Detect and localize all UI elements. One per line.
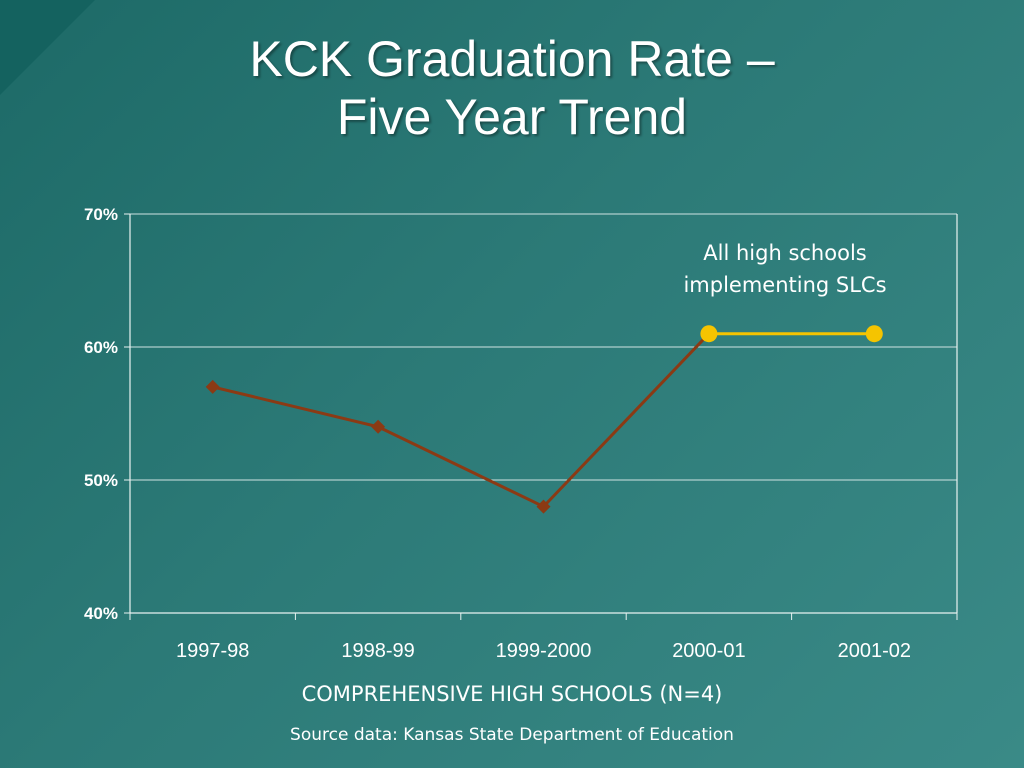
data-point-circle	[700, 325, 718, 343]
x-axis-title: COMPREHENSIVE HIGH SCHOOLS (N=4)	[301, 682, 723, 706]
data-point-diamond	[371, 419, 386, 434]
annotation-line-1: All high schools	[703, 241, 866, 265]
x-tick-label: 1999-2000	[496, 640, 592, 662]
y-tick-label: 70%	[84, 205, 118, 224]
y-tick-label: 50%	[84, 471, 118, 490]
annotation-line-2: implementing SLCs	[683, 273, 886, 297]
y-tick-label: 60%	[84, 338, 118, 357]
data-point-diamond	[205, 379, 220, 394]
x-tick-label: 1997-98	[176, 640, 249, 662]
series-line-1	[212, 332, 710, 509]
data-point-diamond	[536, 499, 551, 514]
x-tick-label: 1998-99	[341, 640, 414, 662]
data-point-circle	[865, 325, 883, 343]
slide-title: KCK Graduation Rate – Five Year Trend	[0, 30, 1024, 146]
title-line-1: KCK Graduation Rate –	[249, 31, 775, 87]
x-tick-label: 2000-01	[672, 640, 745, 662]
source-note: Source data: Kansas State Department of …	[290, 725, 734, 745]
corner-decoration	[0, 0, 95, 95]
title-line-2: Five Year Trend	[336, 89, 688, 145]
x-tick-label: 2001-02	[838, 640, 911, 662]
y-tick-label: 40%	[84, 604, 118, 623]
